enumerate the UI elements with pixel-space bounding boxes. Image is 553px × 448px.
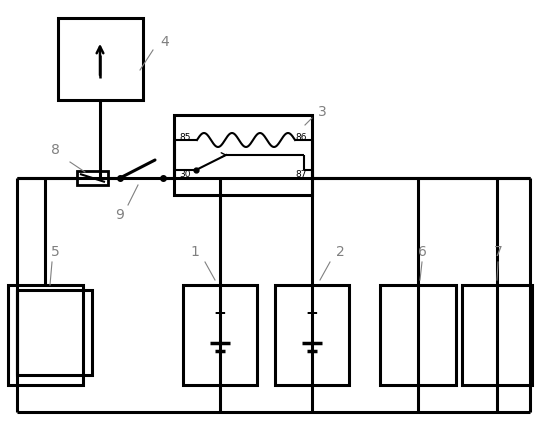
Text: 7: 7 — [494, 245, 502, 259]
Bar — [183, 285, 257, 385]
Text: 87: 87 — [295, 170, 307, 179]
Text: 86: 86 — [295, 133, 307, 142]
Bar — [462, 285, 532, 385]
Bar — [380, 285, 456, 385]
Bar — [77, 171, 108, 185]
Text: 9: 9 — [116, 208, 124, 222]
Text: 30: 30 — [179, 170, 190, 179]
Text: 1: 1 — [191, 245, 200, 259]
Text: 2: 2 — [336, 245, 345, 259]
Text: 8: 8 — [50, 143, 59, 157]
Bar — [58, 18, 143, 100]
Bar — [275, 285, 349, 385]
Text: 4: 4 — [160, 35, 169, 49]
Bar — [17, 290, 92, 375]
Text: +: + — [306, 306, 319, 320]
Bar — [8, 285, 83, 385]
Bar — [174, 115, 312, 195]
Text: 5: 5 — [51, 245, 59, 259]
Text: 85: 85 — [179, 133, 190, 142]
Text: 3: 3 — [317, 105, 326, 119]
Text: +: + — [213, 306, 226, 320]
Text: 6: 6 — [418, 245, 426, 259]
